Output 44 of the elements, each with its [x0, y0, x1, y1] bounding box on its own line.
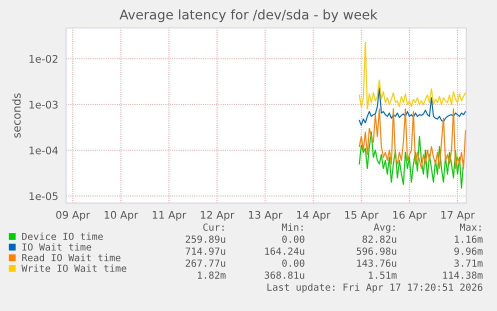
chart-title: Average latency for /dev/sda - by week	[120, 9, 378, 22]
text: Min:	[282, 223, 303, 231]
x-tick-label: 10 Apr	[104, 210, 138, 221]
text: Cur:	[203, 223, 224, 231]
line-series	[358, 87, 466, 126]
x-tick-label: 12 Apr	[200, 210, 234, 221]
text: 1.16m	[454, 235, 483, 243]
y-tick-label: 1e-05	[30, 192, 58, 200]
legend-label: Read IO Wait time	[22, 254, 120, 262]
text: 9.96m	[454, 247, 483, 255]
y-tick-label: 1e-04	[30, 146, 58, 154]
x-tick-label: 13 Apr	[248, 210, 282, 221]
text: 596.98u	[356, 247, 396, 255]
text: 259.89u	[186, 235, 226, 243]
legend-label: IO Wait time	[22, 243, 92, 251]
text: 82.82u	[362, 235, 396, 243]
text: 714.97u	[186, 247, 226, 255]
text: 0.00	[282, 259, 304, 267]
text: 1.82m	[198, 271, 226, 279]
line-series	[358, 131, 464, 188]
line-series	[358, 108, 466, 170]
x-tick-label: 17 Apr	[441, 211, 475, 221]
y-axis-title: seconds	[12, 93, 21, 138]
text: 143.76u	[357, 259, 396, 267]
text: 368.81u	[264, 271, 304, 279]
text: Max:	[460, 224, 481, 231]
text: Last update: Fri Apr 17 17:20:51 2026	[267, 283, 482, 293]
text: 3.71m	[454, 259, 483, 267]
line-series	[358, 42, 466, 110]
x-tick-label: 14 Apr	[297, 211, 331, 221]
legend-label: Write IO Wait time	[22, 264, 126, 272]
text: 114.38m	[443, 271, 483, 279]
text: 164.24u	[265, 247, 304, 255]
x-tick-label: 11 Apr	[152, 211, 186, 221]
text: 0.00	[282, 235, 304, 243]
text: 267.77u	[186, 259, 226, 267]
text: 1.51m	[368, 272, 397, 279]
legend-label: Device IO time	[22, 232, 103, 240]
text: Avg:	[374, 224, 395, 233]
y-tick-label: 1e-03	[30, 100, 58, 109]
x-tick-label: 15 Apr	[345, 211, 379, 221]
x-tick-label: 16 Apr	[393, 210, 427, 221]
x-tick-label: 09 Apr	[56, 210, 90, 221]
y-tick-label: 1e-02	[30, 54, 58, 63]
